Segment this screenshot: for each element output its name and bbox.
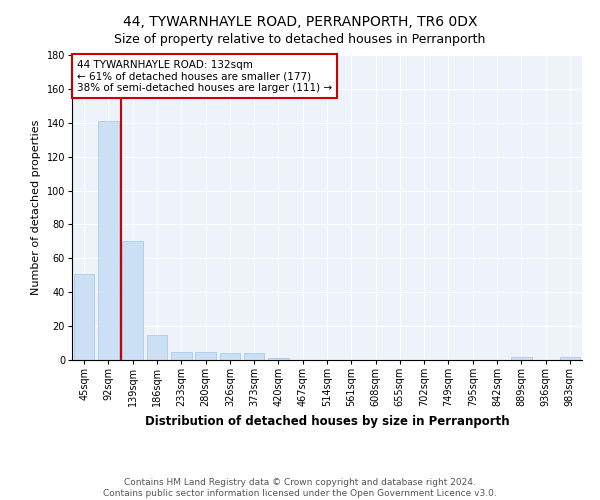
Bar [220,353,240,360]
Text: 44 TYWARNHAYLE ROAD: 132sqm
← 61% of detached houses are smaller (177)
38% of se: 44 TYWARNHAYLE ROAD: 132sqm ← 61% of det… [77,60,332,93]
Text: Contains HM Land Registry data © Crown copyright and database right 2024.
Contai: Contains HM Land Registry data © Crown c… [103,478,497,498]
Bar [244,353,265,360]
Bar [98,121,119,360]
Text: Size of property relative to detached houses in Perranporth: Size of property relative to detached ho… [115,32,485,46]
Bar [195,352,216,360]
Text: 44, TYWARNHAYLE ROAD, PERRANPORTH, TR6 0DX: 44, TYWARNHAYLE ROAD, PERRANPORTH, TR6 0… [123,15,477,29]
X-axis label: Distribution of detached houses by size in Perranporth: Distribution of detached houses by size … [145,414,509,428]
Bar [74,274,94,360]
Bar [122,242,143,360]
Bar [171,352,191,360]
Y-axis label: Number of detached properties: Number of detached properties [31,120,41,295]
Bar [511,356,532,360]
Bar [268,358,289,360]
Bar [560,356,580,360]
Bar [146,334,167,360]
